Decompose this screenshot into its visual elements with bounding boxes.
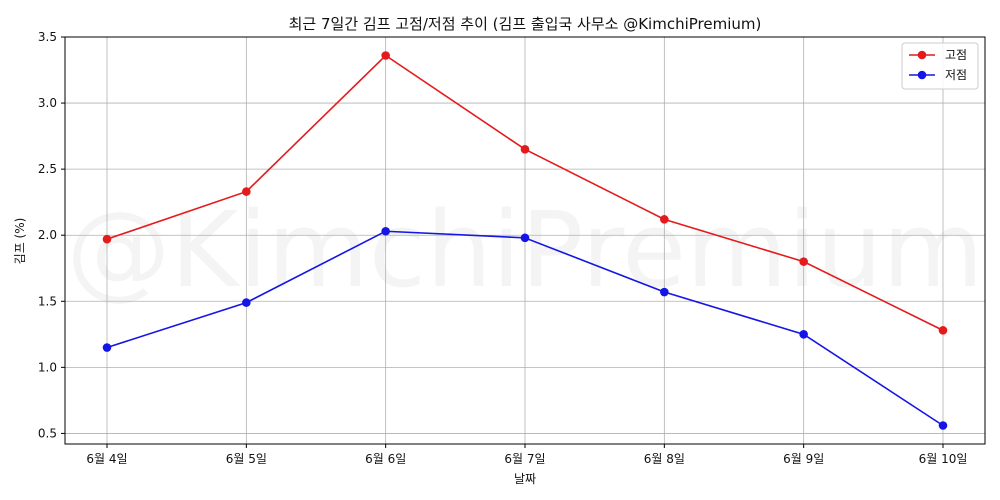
x-axis-label: 날짜 (514, 472, 536, 486)
x-tick-label: 6월 8일 (644, 452, 685, 466)
data-point-2 (660, 287, 669, 297)
y-tick-label: 1.5 (38, 294, 57, 308)
y-tick-label: 2.0 (38, 228, 57, 242)
data-point-1 (242, 187, 251, 196)
legend-label: 저점 (945, 68, 967, 82)
legend-marker (917, 70, 927, 80)
data-point-1 (381, 51, 390, 60)
y-tick-label: 0.5 (38, 426, 57, 440)
data-point-1 (660, 215, 669, 224)
chart-title: 최근 7일간 김프 고점/저점 추이 (김프 출입국 사무소 @KimchiPr… (289, 15, 762, 33)
x-tick-label: 6월 7일 (504, 452, 545, 466)
data-point-1 (520, 145, 530, 154)
y-tick-label: 3.5 (38, 30, 57, 44)
data-point-2 (799, 330, 808, 339)
data-point-2 (242, 298, 251, 307)
x-tick-label: 6월 5일 (226, 452, 267, 466)
x-tick-label: 6월 9일 (783, 452, 824, 466)
data-point-2 (520, 233, 530, 243)
data-point-2 (381, 226, 390, 236)
x-tick-label: 6월 4일 (86, 452, 127, 466)
x-tick-label: 6월 10일 (919, 452, 968, 466)
y-tick-label: 3.0 (38, 96, 57, 110)
y-axis-label: 김프 (%) (13, 218, 27, 265)
y-tick-label: 2.5 (38, 162, 57, 176)
data-point-1 (102, 234, 112, 244)
data-point-1 (799, 257, 808, 266)
data-point-2 (938, 421, 948, 430)
legend-marker (917, 50, 927, 60)
data-point-1 (938, 326, 948, 335)
data-point-2 (102, 343, 112, 352)
x-tick-label: 6월 6일 (365, 452, 406, 466)
legend-label: 고점 (945, 48, 967, 62)
y-tick-label: 1.0 (38, 360, 57, 374)
